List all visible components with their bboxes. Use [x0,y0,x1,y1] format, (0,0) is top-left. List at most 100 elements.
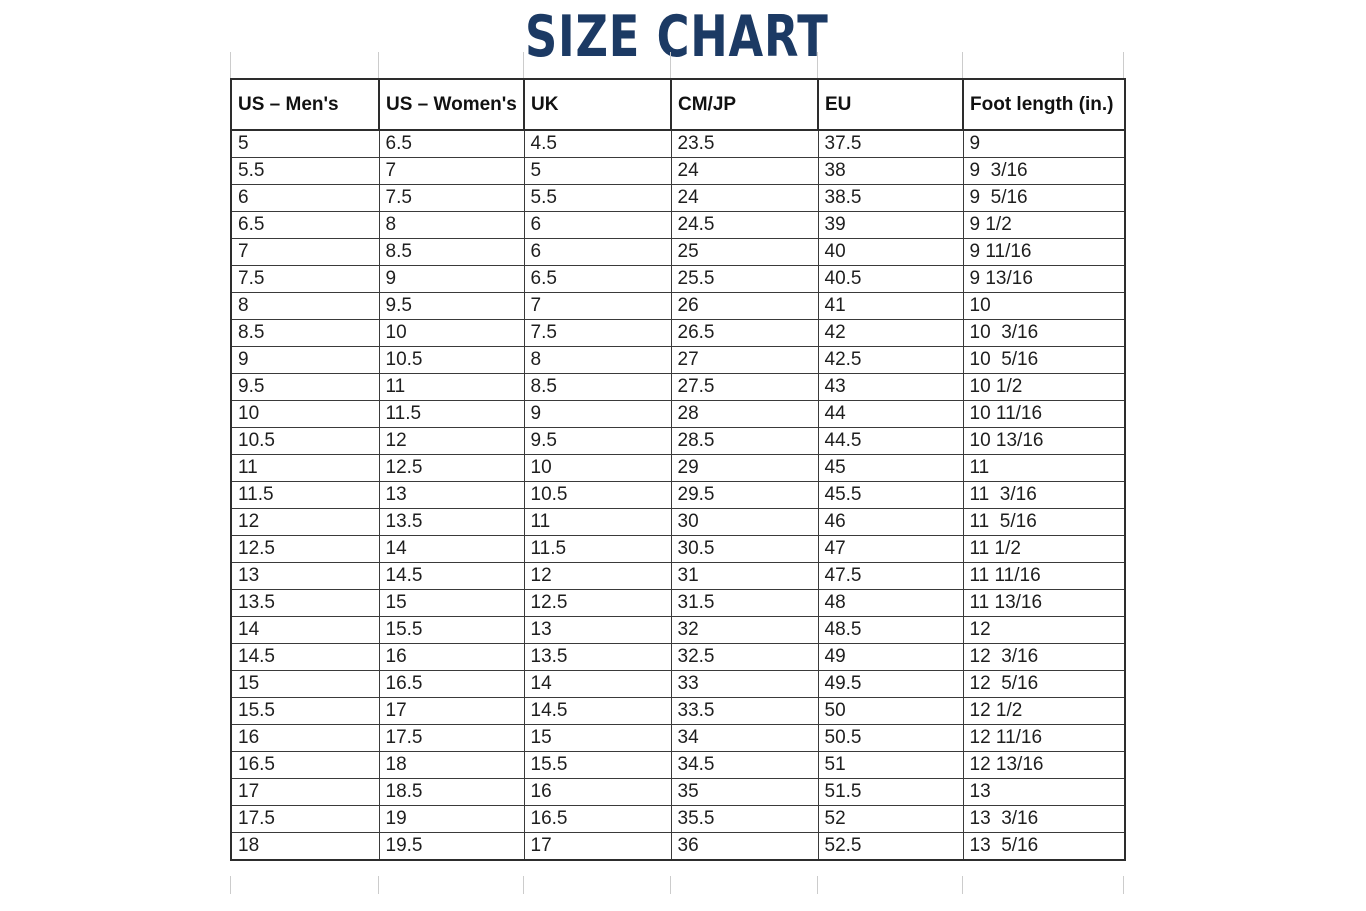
table-cell: 28 [670,400,819,428]
table-cell: 4.5 [523,129,672,158]
table-cell: 26 [670,292,819,320]
table-cell: 45 [817,454,964,482]
size-chart-table-container: US – Men's US – Women's UK CM/JP EU Foot leng… [230,78,1126,861]
table-cell: 9 [523,400,672,428]
table-cell: 44.5 [817,427,964,455]
table-cell: 13.5 [230,589,380,617]
table-cell: 15 [378,589,525,617]
table-cell: 11.5 [230,481,380,509]
table-row: 7.5 9 6.5 25.5 40.5 9 13/16 [230,265,1126,293]
table-cell: 14.5 [378,562,525,590]
table-cell: 12 [962,616,1126,644]
table-cell: 26.5 [670,319,819,347]
page-title: SIZE CHART [525,3,829,71]
table-cell: 17 [523,832,672,861]
table-cell: 32 [670,616,819,644]
table-cell: 12.5 [378,454,525,482]
table-cell: 8.5 [230,319,380,347]
table-cell: 10 [230,400,380,428]
table-cell: 13 [523,616,672,644]
header-cell: CM/JP [670,78,819,131]
table-row: 10 11.5 9 28 44 10 11/16 [230,400,1126,428]
table-cell: 10.5 [523,481,672,509]
table-cell: 11 3/16 [962,481,1126,509]
table-cell: 11 [378,373,525,401]
table-row: 7 8.5 6 25 40 9 11/16 [230,238,1126,266]
table-cell: 13 [230,562,380,590]
table-row: 13 14.5 12 31 47.5 11 11/16 [230,562,1126,590]
table-cell: 51.5 [817,778,964,806]
table-cell: 14.5 [230,643,380,671]
table-cell: 11 5/16 [962,508,1126,536]
table-cell: 46 [817,508,964,536]
table-cell: 5.5 [523,184,672,212]
table-cell: 15 [523,724,672,752]
header-cell: US – Men's [230,78,380,131]
gridline-stub [1123,52,1124,78]
table-cell: 11 13/16 [962,589,1126,617]
table-cell: 19 [378,805,525,833]
table-cell: 12 11/16 [962,724,1126,752]
table-cell: 10.5 [378,346,525,374]
table-cell: 16.5 [230,751,380,779]
table-cell: 15.5 [230,697,380,725]
table-cell: 30.5 [670,535,819,563]
table-cell: 23.5 [670,129,819,158]
table-row: 5.5 7 5 24 38 9 3/16 [230,157,1126,185]
table-cell: 48 [817,589,964,617]
table-cell: 12 3/16 [962,643,1126,671]
gridline-stub [230,876,231,894]
gridline-stub [962,876,963,894]
table-cell: 44 [817,400,964,428]
table-cell: 11 [230,454,380,482]
table-cell: 39 [817,211,964,239]
gridline-stub [523,52,524,78]
table-cell: 16 [378,643,525,671]
table-cell: 19.5 [378,832,525,861]
table-cell: 14 [523,670,672,698]
table-cell: 27.5 [670,373,819,401]
table-cell: 9 [378,265,525,293]
table-row: 9.5 11 8.5 27.5 43 10 1/2 [230,373,1126,401]
table-cell: 18.5 [378,778,525,806]
table-cell: 33 [670,670,819,698]
table-cell: 9.5 [230,373,380,401]
table-row: 11 12.5 10 29 45 11 [230,454,1126,482]
table-cell: 9 1/2 [962,211,1126,239]
table-cell: 10.5 [230,427,380,455]
table-cell: 13.5 [378,508,525,536]
table-cell: 51 [817,751,964,779]
gridline-stub [962,52,963,78]
table-cell: 11 [962,454,1126,482]
gridline-stub [378,876,379,894]
table-cell: 12 [523,562,672,590]
table-cell: 8.5 [378,238,525,266]
table-cell: 6.5 [378,129,525,158]
table-cell: 8 [230,292,380,320]
table-cell: 12.5 [230,535,380,563]
table-cell: 11.5 [378,400,525,428]
table-cell: 31 [670,562,819,590]
table-row: 16 17.5 15 34 50.5 12 11/16 [230,724,1126,752]
table-cell: 8 [378,211,525,239]
table-cell: 10 [523,454,672,482]
table-cell: 17 [378,697,525,725]
table-cell: 5.5 [230,157,380,185]
table-row: 9 10.5 8 27 42.5 10 5/16 [230,346,1126,374]
table-cell: 6.5 [230,211,380,239]
table-cell: 25 [670,238,819,266]
table-cell: 13 5/16 [962,832,1126,861]
table-cell: 5 [523,157,672,185]
table-cell: 9 5/16 [962,184,1126,212]
table-row: 14 15.5 13 32 48.5 12 [230,616,1126,644]
table-cell: 7.5 [523,319,672,347]
table-cell: 49 [817,643,964,671]
table-cell: 7.5 [378,184,525,212]
table-row: 8 9.5 7 26 41 10 [230,292,1126,320]
table-row: 8.5 10 7.5 26.5 42 10 3/16 [230,319,1126,347]
table-cell: 43 [817,373,964,401]
table-cell: 10 [962,292,1126,320]
table-cell: 9 13/16 [962,265,1126,293]
table-cell: 9 11/16 [962,238,1126,266]
table-cell: 10 [378,319,525,347]
